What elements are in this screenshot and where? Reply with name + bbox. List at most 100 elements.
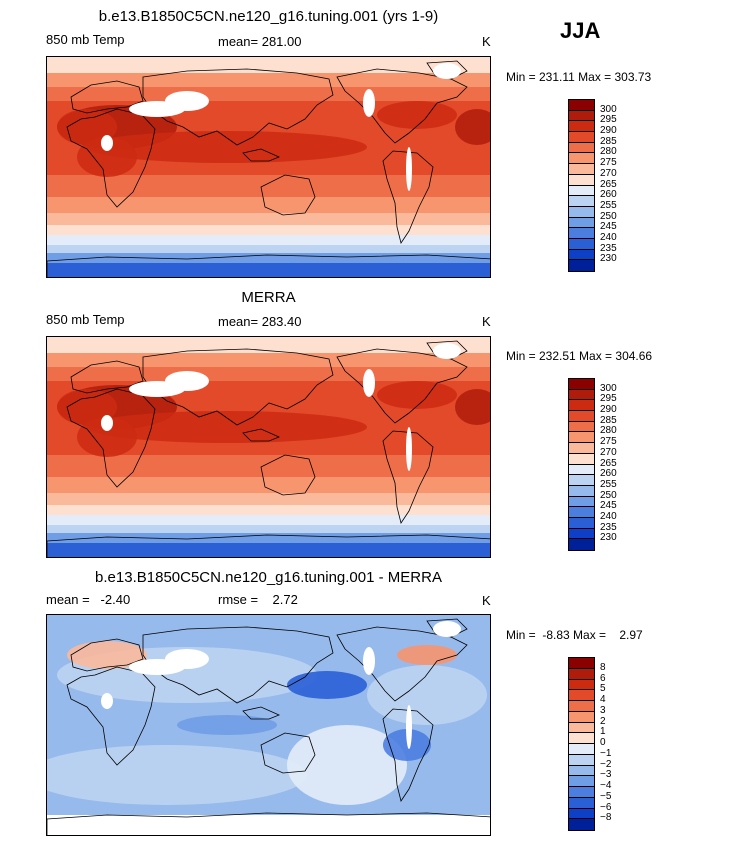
panel-1-title: b.e13.B1850C5CN.ne120_g16.tuning.001 (yr… — [98, 8, 439, 25]
colorbar-tick-label: 255 — [600, 199, 617, 211]
colorbar-tick-label: −1 — [600, 747, 612, 759]
masked-terrain — [101, 693, 113, 709]
panel-3-mean: mean = -2.40 — [46, 592, 131, 607]
colorbar-tick-label: −5 — [600, 790, 612, 802]
colorbar-swatch — [569, 132, 594, 143]
colorbar-tick-label: 0 — [600, 737, 606, 748]
colorbar-tick-label: 300 — [600, 103, 617, 115]
field-band — [47, 353, 490, 367]
field-band — [47, 525, 490, 533]
colorbar-tick-label: 6 — [600, 672, 606, 684]
panel-1-variable: 850 mb Temp — [46, 32, 125, 47]
colorbar-swatch — [569, 711, 594, 723]
panel-2-minmax: Min = 232.51 Max = 304.66 — [506, 349, 653, 363]
colorbar-tick-label: 275 — [600, 436, 617, 448]
field-patch — [47, 745, 307, 805]
colorbar-tick-label: 230 — [600, 532, 617, 544]
masked-terrain — [165, 649, 209, 669]
masked-terrain — [101, 415, 113, 431]
field-band — [47, 505, 490, 515]
colorbar-tick-label: −4 — [600, 780, 612, 791]
colorbar-swatch — [569, 528, 594, 540]
field-band — [47, 175, 490, 197]
colorbar-tick-label: 290 — [600, 125, 617, 137]
colorbar-tick-label: −2 — [600, 758, 612, 770]
colorbar-tick-label: 5 — [600, 683, 606, 695]
coastline — [47, 254, 490, 277]
panel-2-title: MERRA — [241, 289, 296, 306]
masked-terrain — [406, 147, 412, 191]
panel-2-unit: K — [482, 314, 491, 329]
colorbar-swatch — [569, 206, 594, 218]
field-band — [47, 245, 490, 253]
colorbar-swatch — [569, 400, 594, 412]
coastline — [382, 708, 434, 802]
field-band — [47, 73, 490, 87]
field-band — [47, 455, 490, 477]
coastline — [47, 534, 490, 557]
field-band — [47, 263, 490, 277]
colorbar-swatch — [569, 421, 594, 433]
field-patch — [77, 137, 137, 177]
colorbar-tick-label: 240 — [600, 510, 617, 522]
field-band — [47, 213, 490, 225]
masked-terrain — [406, 427, 412, 471]
colorbar-tick-label: 4 — [600, 694, 606, 705]
panel-1-colorbar — [568, 99, 595, 272]
colorbar-tick-label: 245 — [600, 500, 617, 512]
colorbar-tick-label: 280 — [600, 425, 617, 437]
colorbar-tick-label: −6 — [600, 801, 612, 813]
colorbar-swatch — [569, 185, 594, 197]
panel-3-colorbar-ticks: 8 6 5 4 3 2 1 0 −1 −2 −3 −4 −5 −6 −8 — [600, 657, 640, 831]
colorbar-swatch — [569, 507, 594, 518]
masked-terrain — [101, 135, 113, 151]
colorbar-swatch — [569, 765, 594, 777]
colorbar-tick-label: 235 — [600, 521, 617, 533]
colorbar-tick-label: 255 — [600, 478, 617, 490]
colorbar-swatch — [569, 100, 594, 111]
colorbar-tick-label: 285 — [600, 135, 617, 147]
field-patch — [287, 725, 407, 805]
field-patch — [455, 109, 490, 145]
colorbar-swatch — [569, 754, 594, 766]
field-patch — [377, 101, 457, 129]
colorbar-swatch — [569, 819, 594, 830]
colorbar-swatch — [569, 722, 594, 734]
field-band — [47, 493, 490, 505]
panel-3-colorbar — [568, 657, 595, 831]
panel-1-unit: K — [482, 34, 491, 49]
coastline — [382, 430, 434, 524]
season-label: JJA — [560, 18, 601, 43]
colorbar-tick-label: 295 — [600, 393, 617, 405]
colorbar-swatch — [569, 679, 594, 691]
masked-region — [47, 815, 490, 835]
field-patch — [287, 671, 367, 699]
colorbar-swatch — [569, 379, 594, 390]
field-patch — [77, 417, 137, 457]
colorbar-tick-label: 265 — [600, 457, 617, 469]
colorbar-swatch — [569, 411, 594, 422]
field-patch — [87, 411, 367, 443]
panel-3-map — [46, 614, 491, 836]
colorbar-tick-label: 300 — [600, 382, 617, 394]
colorbar-tick-label: 2 — [600, 715, 606, 727]
colorbar-swatch — [569, 787, 594, 798]
panel-3-minmax: Min = -8.83 Max = 2.97 — [506, 628, 643, 642]
colorbar-swatch — [569, 701, 594, 712]
field-band — [47, 533, 490, 543]
colorbar-tick-label: −3 — [600, 769, 612, 781]
panel-3-title: b.e13.B1850C5CN.ne120_g16.tuning.001 - M… — [95, 569, 442, 586]
field-band — [47, 515, 490, 525]
panel-1-minmax: Min = 231.11 Max = 303.73 — [506, 70, 652, 84]
field-band — [47, 87, 490, 101]
coastline — [242, 706, 281, 720]
panel-2-variable: 850 mb Temp — [46, 312, 125, 327]
colorbar-swatch — [569, 389, 594, 401]
masked-terrain — [363, 89, 375, 117]
field-patch — [397, 645, 457, 665]
colorbar-swatch — [569, 539, 594, 550]
colorbar-swatch — [569, 164, 594, 175]
field-patch — [367, 665, 487, 725]
colorbar-swatch — [569, 217, 594, 229]
field-band — [47, 225, 490, 235]
